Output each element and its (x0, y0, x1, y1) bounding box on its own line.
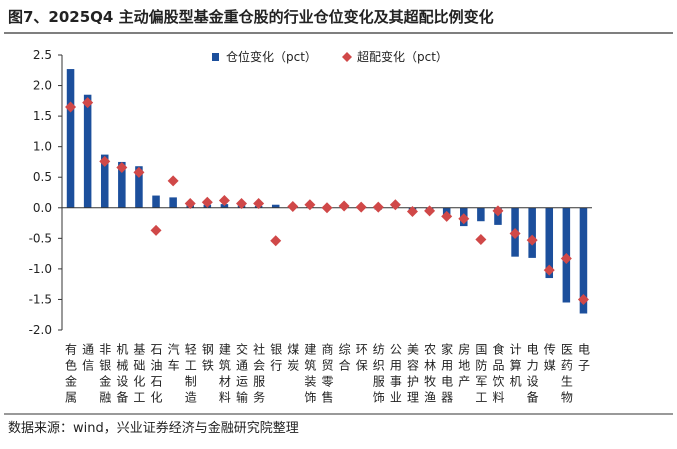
y-tick-label: 0.0 (33, 201, 52, 215)
y-tick-label: 1.0 (33, 140, 52, 154)
bar (220, 204, 229, 208)
y-tick-label: 1.5 (33, 109, 52, 123)
bar (545, 207, 554, 279)
y-tick-label: 2.0 (33, 79, 52, 93)
x-tick-label: 社会服务 (252, 342, 266, 407)
x-tick-label: 建筑装饰 (303, 343, 317, 407)
x-tick-label: 有色金属 (64, 343, 78, 407)
diamond-marker (577, 293, 589, 305)
bar (135, 166, 143, 208)
diamond-marker (82, 97, 94, 109)
x-tick-label: 医药生物 (559, 343, 573, 407)
legend-marker (212, 53, 219, 61)
chart-title: 图7、2025Q4 主动偏股型基金重仓股的行业仓位变化及其超配比例变化 (8, 8, 494, 26)
x-tick-label: 电力设备 (525, 343, 539, 407)
x-tick-label: 环保 (354, 343, 368, 375)
x-tick-label: 交通运输 (235, 342, 249, 407)
x-tick-label: 传媒 (542, 342, 556, 375)
x-tick-label: 通信 (81, 343, 95, 375)
x-tick-label: 煤炭 (286, 343, 300, 375)
legend-marker (342, 52, 352, 62)
x-tick-label: 家用电器 (440, 342, 454, 407)
x-tick-label: 汽车 (166, 342, 180, 375)
x-tick-label: 电子 (576, 343, 590, 375)
x-tick-label: 房地产 (457, 342, 471, 391)
x-tick-label: 国防军工 (474, 343, 488, 407)
x-tick-label: 石油石化 (149, 343, 163, 407)
bar (100, 154, 109, 208)
x-tick-label: 农林牧渔 (423, 343, 437, 407)
diamond-marker (355, 201, 367, 213)
diamond-marker (201, 196, 213, 208)
bar (83, 94, 92, 208)
x-tick-label: 综合 (337, 343, 351, 375)
diamond-marker (372, 201, 384, 213)
x-tick-label: 非银金融 (98, 343, 112, 407)
y-tick-label: -1.0 (29, 262, 52, 276)
y-tick-label: -2.0 (29, 323, 52, 337)
diamond-marker (99, 155, 111, 167)
y-tick-label: -0.5 (29, 231, 52, 245)
diamond-marker (167, 175, 179, 187)
x-tick-label: 银行 (269, 343, 283, 375)
diamond-marker (475, 234, 487, 246)
diamond-marker (321, 202, 333, 214)
bar (152, 195, 160, 208)
bar (477, 207, 485, 222)
bar (66, 69, 75, 208)
diamond-marker (406, 205, 418, 217)
x-tick-label: 钢铁 (200, 343, 214, 375)
bar (118, 161, 126, 208)
x-tick-label: 机械设备 (115, 343, 129, 407)
y-tick-label: 0.5 (33, 170, 52, 184)
diamond-marker (304, 199, 316, 211)
x-tick-label: 轻工制造 (183, 343, 197, 407)
bar (169, 197, 177, 208)
x-tick-label: 美容护理 (405, 343, 419, 407)
diamond-marker (65, 101, 77, 113)
legend-label: 仓位变化（pct） (226, 49, 317, 64)
x-tick-label: 公用事业 (388, 343, 402, 407)
diamond-marker (560, 253, 572, 264)
diamond-marker (270, 235, 282, 247)
bar (579, 207, 588, 314)
y-tick-label: 2.5 (33, 48, 52, 62)
diamond-marker (184, 198, 196, 209)
legend-label: 超配变化（pct） (357, 49, 448, 64)
x-tick-label: 计算机 (508, 343, 522, 391)
diamond-marker (236, 198, 248, 209)
diamond-marker (389, 199, 401, 211)
x-tick-label: 基础化工 (132, 343, 146, 407)
diamond-marker (526, 234, 538, 246)
x-tick-label: 食品饮料 (491, 342, 505, 407)
bar (528, 207, 536, 258)
diamond-marker (253, 198, 265, 209)
diamond-marker (116, 161, 128, 173)
bar (271, 204, 280, 208)
diamond-marker (218, 194, 230, 206)
x-tick-label: 商贸零售 (320, 342, 334, 407)
diamond-marker (150, 224, 162, 236)
source-note: 数据来源：wind，兴业证券经济与金融研究院整理 (8, 420, 299, 436)
diamond-marker (338, 200, 350, 212)
x-tick-label: 建筑材料 (217, 343, 231, 407)
diamond-marker (458, 213, 470, 225)
diamond-marker (492, 205, 504, 217)
diamond-marker (509, 227, 521, 239)
diamond-marker (424, 205, 436, 217)
y-tick-label: -1.5 (29, 292, 52, 306)
diamond-marker (441, 210, 453, 222)
diamond-marker (287, 201, 299, 213)
diamond-marker (543, 264, 555, 276)
x-tick-label: 纺织服饰 (371, 343, 385, 407)
diamond-marker (133, 166, 145, 178)
